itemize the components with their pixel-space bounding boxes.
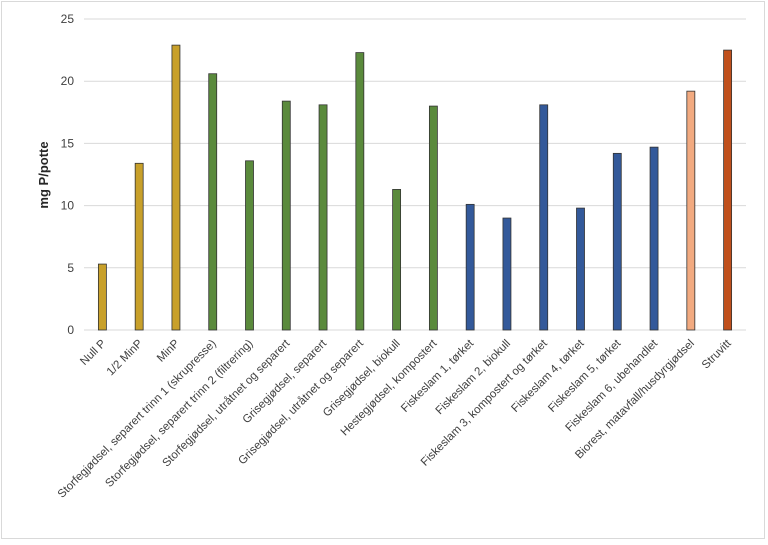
bar (539, 104, 549, 331)
bar (318, 104, 328, 331)
y-tick-label: 20 (61, 74, 75, 88)
bar (281, 100, 291, 331)
y-tick-label: 25 (61, 12, 75, 26)
bar (355, 52, 365, 331)
bar (465, 203, 475, 331)
y-tick-label: 15 (61, 136, 75, 150)
bar (612, 152, 622, 331)
bar (723, 49, 733, 331)
bar (502, 217, 512, 331)
category-label: Null P (78, 337, 108, 367)
y-axis-title: mg P/potte (36, 141, 51, 208)
y-tick-label: 5 (67, 261, 74, 275)
bar (208, 73, 218, 331)
bar (245, 160, 254, 331)
bar (428, 105, 438, 331)
bar (686, 90, 696, 331)
bars (97, 44, 733, 331)
category-label: Struvitt (700, 337, 734, 371)
bar (576, 207, 585, 331)
bar (134, 162, 144, 331)
category-label: 1/2 MinP (105, 337, 146, 378)
category-label: MinP (155, 337, 182, 364)
y-tick-label: 0 (67, 323, 74, 337)
bar (392, 189, 402, 331)
bar (649, 146, 659, 331)
y-tick-label: 10 (61, 199, 75, 213)
bar (171, 44, 181, 331)
gridlines (84, 18, 746, 331)
y-tick-labels: 0 5 10 15 20 25 (61, 12, 75, 337)
bar (97, 263, 107, 331)
